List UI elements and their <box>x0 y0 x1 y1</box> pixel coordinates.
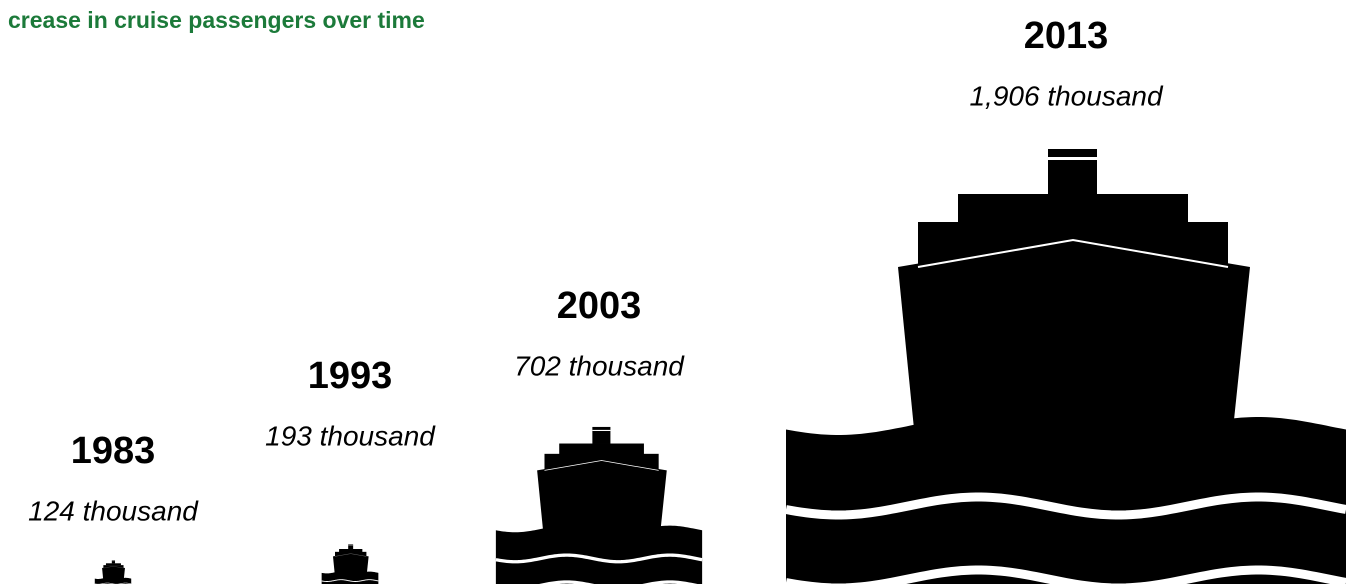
year-label: 1983 <box>71 430 156 472</box>
hull-line <box>917 238 1229 268</box>
waves <box>786 417 1346 584</box>
waves <box>321 571 379 584</box>
wave-line <box>785 565 1346 584</box>
hull-line <box>334 553 367 557</box>
ship <box>94 560 132 584</box>
ship <box>321 544 379 584</box>
wave-line <box>785 492 1346 520</box>
funnel-stripe <box>592 429 611 431</box>
funnel <box>1048 149 1097 195</box>
funnel <box>348 544 354 550</box>
wave-line <box>321 579 379 582</box>
hull <box>102 566 125 580</box>
value-label: 1,906 thousand <box>969 80 1163 111</box>
value-label: 702 thousand <box>514 350 685 381</box>
year-label: 2003 <box>557 285 642 327</box>
ship <box>785 149 1346 584</box>
value-label: 193 thousand <box>265 420 436 451</box>
waves <box>94 577 132 584</box>
upper-deck <box>339 549 363 553</box>
waves <box>495 525 703 584</box>
year-label: 2013 <box>1024 15 1109 57</box>
wave-line <box>539 580 698 584</box>
chart-title: crease in cruise passengers over time <box>8 7 425 33</box>
wave-line <box>495 553 703 564</box>
funnel <box>592 426 611 444</box>
hull-line <box>544 460 659 471</box>
upper-deck <box>559 443 644 455</box>
hull-line <box>103 566 124 569</box>
hull <box>537 459 667 534</box>
funnel <box>111 560 116 564</box>
hull <box>332 553 369 574</box>
hull <box>898 237 1250 439</box>
ship <box>495 426 703 584</box>
upper-deck <box>958 194 1188 224</box>
value-label: 124 thousand <box>28 495 199 526</box>
year-label: 1993 <box>308 355 393 397</box>
upper-deck <box>105 563 121 566</box>
funnel-stripe <box>1048 157 1097 160</box>
